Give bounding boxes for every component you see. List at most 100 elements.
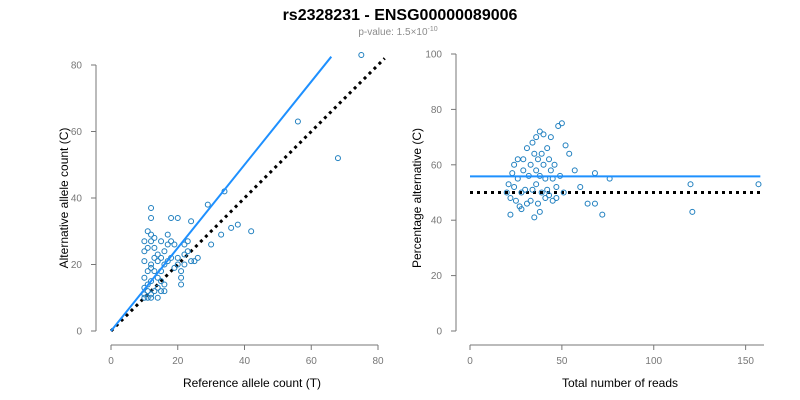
left-data-point xyxy=(144,294,151,301)
right-data-point xyxy=(512,197,519,204)
left-x-tick-label: 40 xyxy=(239,356,251,367)
right-data-point xyxy=(687,181,694,188)
right-data-point xyxy=(566,150,573,157)
left-y-tick-label: 60 xyxy=(71,127,83,138)
left-data-point xyxy=(158,288,165,295)
right-data-point xyxy=(533,167,540,174)
right-x-tick-label: 0 xyxy=(467,356,473,367)
left-data-point xyxy=(178,274,185,281)
right-data-point xyxy=(503,189,510,196)
right-y-axis-title: Percentage alternative (C) xyxy=(410,128,424,268)
right-data-point xyxy=(571,167,578,174)
right-data-point xyxy=(534,200,541,207)
left-y-tick-label: 0 xyxy=(76,327,82,338)
left-data-point xyxy=(164,258,171,265)
right-data-point xyxy=(534,156,541,163)
right-y-tick-label: 100 xyxy=(425,50,442,61)
right-data-point xyxy=(533,181,540,188)
left-data-point xyxy=(148,231,155,238)
left-data-point xyxy=(148,294,155,301)
left-x-tick-label: 20 xyxy=(172,356,184,367)
allele-count-scatter-panel: 0 20 40 60 80 0 20 40 60 80 Reference allele coun… xyxy=(57,52,386,390)
left-data-point xyxy=(178,268,185,275)
left-data-point xyxy=(141,248,148,255)
right-data-point xyxy=(551,161,558,168)
right-data-point xyxy=(755,181,762,188)
right-data-point xyxy=(518,189,525,196)
right-data-point xyxy=(689,208,696,215)
right-data-point xyxy=(591,200,598,207)
right-data-point xyxy=(520,156,527,163)
right-data-point xyxy=(522,186,529,193)
left-plot-marks xyxy=(109,52,386,333)
right-data-point xyxy=(505,181,512,188)
right-data-point xyxy=(531,150,538,157)
left-data-point xyxy=(154,294,161,301)
right-data-point xyxy=(546,156,553,163)
right-data-point xyxy=(518,206,525,213)
left-data-point xyxy=(184,238,191,245)
right-data-point xyxy=(544,145,551,152)
right-data-point xyxy=(560,189,567,196)
left-data-point xyxy=(228,224,235,231)
left-x-tick-label: 0 xyxy=(108,356,114,367)
right-data-point xyxy=(538,189,545,196)
right-data-point xyxy=(549,197,556,204)
right-data-point xyxy=(529,139,536,146)
right-data-point xyxy=(544,186,551,193)
left-data-point xyxy=(208,241,215,248)
left-data-point xyxy=(144,268,151,275)
figure-title: rs2328231 - ENSG00000089006 xyxy=(283,7,518,24)
left-data-point xyxy=(191,258,198,265)
right-y-tick-label: 40 xyxy=(431,216,443,227)
left-data-point xyxy=(164,231,171,238)
left-data-point xyxy=(158,278,165,285)
left-data-point xyxy=(358,52,365,59)
left-axis-ticks: 0 20 40 60 80 0 20 40 60 80 xyxy=(71,61,384,368)
left-data-point xyxy=(161,261,168,268)
right-plot-marks xyxy=(470,120,762,221)
left-x-axis-title: Reference allele count (T) xyxy=(183,376,321,390)
right-data-point xyxy=(542,195,549,202)
left-x-tick-label: 80 xyxy=(372,356,384,367)
left-data-point xyxy=(144,288,151,295)
right-data-point xyxy=(584,200,591,207)
left-data-point xyxy=(194,254,201,261)
left-data-point xyxy=(184,248,191,255)
right-data-point xyxy=(540,161,547,168)
right-x-tick-label: 100 xyxy=(645,356,662,367)
left-data-point xyxy=(151,288,158,295)
left-data-point xyxy=(164,241,171,248)
right-data-point xyxy=(523,200,530,207)
right-data-point xyxy=(514,156,521,163)
pvalue-exponent: -10 xyxy=(428,26,438,33)
right-data-point xyxy=(599,211,606,218)
right-data-point xyxy=(562,142,569,149)
left-data-point xyxy=(294,118,301,125)
right-data-point xyxy=(529,186,536,193)
right-data-point xyxy=(555,123,562,130)
right-data-point xyxy=(507,195,514,202)
right-data-point xyxy=(511,161,518,168)
left-data-point xyxy=(178,281,185,288)
left-data-point xyxy=(141,238,148,245)
percentage-scatter-panel: 0 50 100 150 0 20 40 60 80 100 Total number of re… xyxy=(410,50,764,390)
right-y-tick-label: 0 xyxy=(436,327,442,338)
pvalue-text: p-value: 1.5×10-10 xyxy=(358,26,437,38)
right-axis-ticks: 0 50 100 150 0 20 40 60 80 100 xyxy=(425,50,754,368)
right-data-point xyxy=(538,150,545,157)
left-data-point xyxy=(171,264,178,271)
left-data-point xyxy=(148,261,155,268)
left-data-point xyxy=(148,278,155,285)
left-data-point xyxy=(154,274,161,281)
right-y-tick-label: 60 xyxy=(431,160,443,171)
right-data-point xyxy=(577,183,584,190)
right-data-point xyxy=(546,192,553,199)
pvalue-prefix: p-value: 1.5×10 xyxy=(358,27,428,38)
left-data-point xyxy=(154,284,161,291)
right-data-point xyxy=(553,183,560,190)
left-data-point xyxy=(161,281,168,288)
right-data-point xyxy=(531,214,538,221)
left-y-tick-label: 40 xyxy=(71,194,83,205)
